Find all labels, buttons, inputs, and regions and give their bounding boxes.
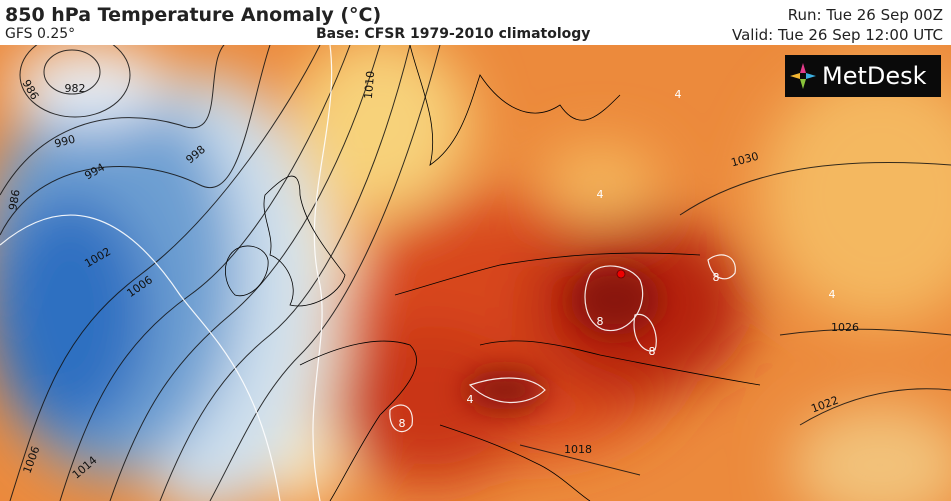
isobar-label: 1018 (564, 443, 592, 456)
location-marker (616, 269, 626, 279)
isobar-label: 990 (53, 133, 77, 151)
anomaly-label: 8 (649, 345, 656, 358)
anomaly-label: 4 (675, 88, 682, 101)
anomaly-label: 8 (399, 417, 406, 430)
isobar-label: 1010 (362, 70, 377, 99)
anomaly-shading (0, 45, 951, 501)
map-title: 850 hPa Temperature Anomaly (°C) (5, 4, 382, 26)
anomaly-label: 8 (597, 315, 604, 328)
model-name: GFS 0.25° (5, 26, 76, 42)
anomaly-label: 4 (829, 288, 836, 301)
climatology-base: Base: CFSR 1979-2010 climatology (316, 26, 591, 42)
coastlines (225, 45, 761, 501)
anomaly-label: 4 (597, 188, 604, 201)
isobars (0, 45, 951, 501)
anomaly-contours (0, 45, 736, 501)
anomaly-label: 4 (467, 393, 474, 406)
logo-icon (790, 63, 816, 89)
isobar-label: 982 (65, 82, 86, 95)
map: 982 986 990 994 998 986 1002 1006 1010 1… (0, 45, 951, 501)
isobar-label: 986 (6, 188, 22, 211)
logo: MetDesk (785, 55, 941, 97)
run-time: Run: Tue 26 Sep 00Z (787, 6, 943, 24)
isobar-label: 1026 (831, 321, 859, 334)
anomaly-label: 8 (713, 271, 720, 284)
logo-text: MetDesk (822, 62, 927, 90)
valid-time: Valid: Tue 26 Sep 12:00 UTC (732, 26, 943, 44)
